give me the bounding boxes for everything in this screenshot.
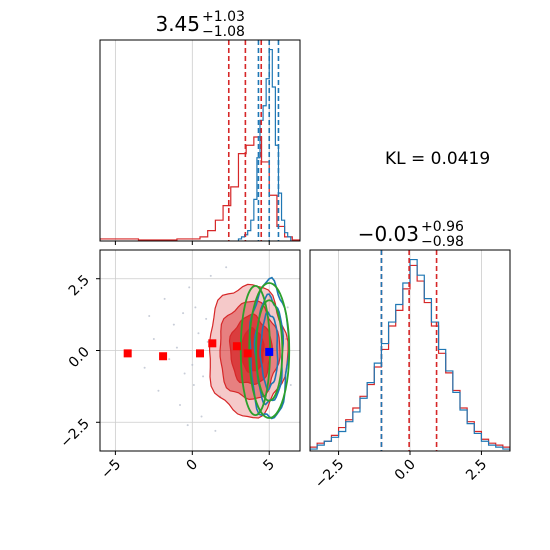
scatter-point (152, 338, 155, 341)
scatter-point (285, 338, 288, 341)
scatter-point (186, 424, 189, 427)
title-lower-error: −0.98 (421, 234, 464, 250)
scatter-point (175, 346, 178, 349)
red-histogram-series (100, 136, 300, 241)
scatter-point (200, 415, 203, 418)
kl-annotation: KL = 0.0419 (385, 149, 490, 169)
title-upper-error: +0.96 (421, 219, 464, 235)
histogram-panel-top: 3.45 +1.03 −1.08 (99, 9, 301, 245)
title-lower-error: −1.08 (202, 24, 245, 40)
scatter-point (182, 312, 185, 315)
scatter-point (205, 317, 208, 320)
contour-panel: −5 0 5 −2.50.02.5 (57, 249, 301, 482)
scatter-point (214, 429, 217, 432)
blue-histogram-series (237, 48, 292, 241)
blue-histogram-series (310, 258, 510, 451)
scatter-point (148, 315, 151, 318)
red-square-marker (196, 349, 204, 358)
scatter-point (191, 363, 194, 366)
red-square-marker (208, 339, 217, 348)
scatter-point (192, 383, 195, 386)
red-square-marker (123, 349, 132, 358)
scatter-point (289, 383, 292, 386)
scatter-point (286, 306, 289, 309)
scatter-point (194, 306, 197, 309)
red-square-marker (159, 352, 168, 361)
scatter-point (172, 323, 175, 326)
axes-frame (99, 39, 301, 242)
red-square-marker (232, 342, 241, 351)
green-ellipse (255, 299, 284, 402)
scatter-point (209, 274, 212, 277)
blue-square-marker (265, 347, 274, 356)
scatter-point (225, 266, 228, 269)
scatter-point (202, 375, 205, 378)
scatter-point (168, 358, 171, 361)
x-ticks (114, 241, 270, 245)
scatter-point (163, 297, 166, 300)
scatter-point (206, 340, 209, 343)
panel-title-x: 3.45 (155, 12, 200, 36)
scatter-point (197, 332, 200, 335)
panel-title-y: −0.03 (358, 222, 419, 246)
red-square-marker (243, 349, 252, 358)
scatter-point (183, 372, 186, 375)
title-value: −0.03 (358, 222, 419, 246)
scatter-point (143, 366, 146, 369)
scatter-point (157, 389, 160, 392)
title-value: 3.45 (155, 12, 200, 36)
scatter-point (188, 286, 191, 289)
title-upper-error: +1.03 (202, 9, 245, 25)
scatter-point (179, 404, 181, 407)
blue-contour-level (259, 310, 279, 392)
